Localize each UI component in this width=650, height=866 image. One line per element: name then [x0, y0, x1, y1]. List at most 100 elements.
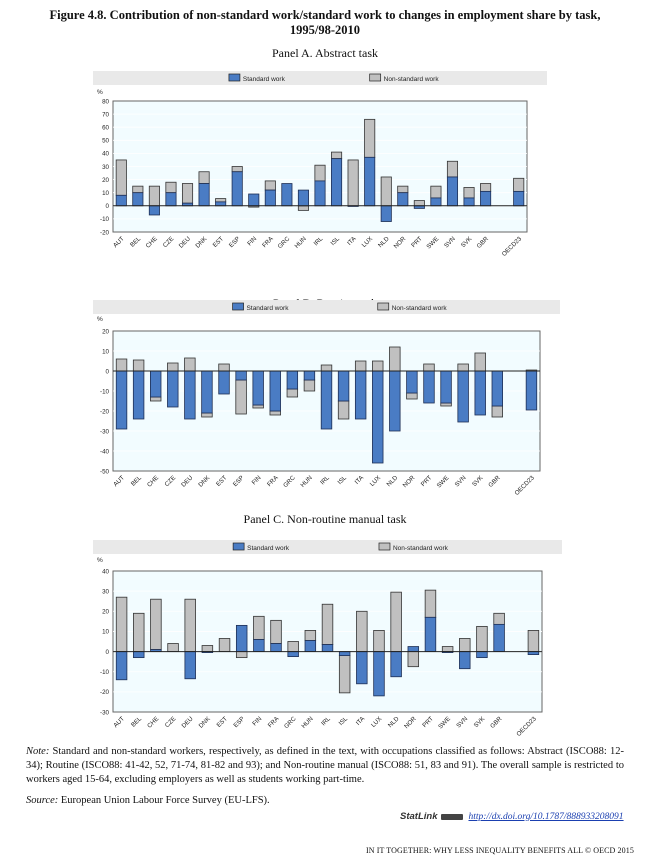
panel-c-x-tick-label: GRC — [283, 715, 298, 730]
panel-c-x-tick-label: BEL — [130, 715, 144, 729]
panel-a-legend-nonstandard-swatch — [369, 73, 382, 82]
panel-c-x-tick-label: HUN — [300, 715, 314, 729]
panel-c-x-tick-label: CZE — [164, 715, 178, 729]
panel-c-legend-nonstandard-label: Non-standard work — [393, 545, 449, 552]
panel-a-legend-standard-swatch — [228, 73, 241, 82]
panel-c-x-tick-label: DEU — [180, 715, 194, 729]
panel-c-legend-bg — [93, 540, 562, 554]
panel-c-bar-nonstandard-oecd23 — [527, 630, 540, 652]
panel-c-bar-nonstandard-ita — [356, 610, 368, 652]
panel-c-x-tick-label: OECD23 — [515, 715, 538, 738]
panel-a-y-axis-unit: % — [97, 89, 103, 96]
panel-c-x-tick-label: SVN — [455, 715, 469, 729]
panel-b-y-tick-label: -30 — [100, 428, 110, 435]
panel-a-y-tick-label: 20 — [102, 177, 109, 184]
panel-a-x-tick-label: FIN — [246, 235, 258, 247]
panel-c-bar-standard-esp — [235, 624, 248, 652]
panel-a-y-tick-label: 60 — [102, 125, 109, 132]
panel-b-y-tick-label: -10 — [100, 388, 110, 395]
panel-c-x-tick-label: NOR — [403, 715, 418, 730]
panel-a-legend-bg — [93, 71, 547, 85]
panel-c-bar-standard-irl — [321, 644, 334, 652]
panel-c-bar-standard-ita — [356, 651, 368, 685]
panel-a-legend-standard-label: Standard work — [243, 76, 286, 83]
panel-c-bar-nonstandard-hun — [304, 630, 317, 641]
panel-a-y-tick-label: -10 — [100, 216, 110, 223]
panel-c-bar-nonstandard-grc — [287, 641, 299, 652]
source-text: European Union Labour Force Survey (EU-L… — [58, 795, 270, 806]
panel-a-y-tick-label: 50 — [102, 138, 109, 145]
panel-c-bar-nonstandard-deu — [184, 598, 196, 652]
panel-c-x-tick-label: EST — [215, 715, 229, 729]
panel-c-bar-nonstandard-est — [218, 638, 231, 652]
panel-a-x-tick-label: ISL — [329, 235, 341, 247]
panel-a-y-tick-label: 10 — [102, 190, 109, 197]
panel-c-bar-standard-nor — [407, 646, 420, 652]
panel-c-chart: Standard work Non-standard work% 40 30 20 10 0… — [93, 540, 562, 738]
panel-c-bar-nonstandard-bel — [133, 612, 145, 652]
page-footer: IN IT TOGETHER: WHY LESS INEQUALITY BENE… — [366, 846, 634, 855]
panel-c-legend-standard-swatch — [232, 542, 245, 551]
panel-c-bar-standard-aut — [115, 651, 128, 681]
panel-c-bar-standard-deu — [184, 651, 196, 680]
panel-c-bar-nonstandard-svn — [459, 638, 471, 652]
panel-a-title: Panel A. Abstract task — [272, 46, 378, 60]
panel-b-y-tick-label: 10 — [102, 348, 109, 355]
statlink-logo-icon — [441, 813, 464, 820]
panel-b-legend-nonstandard-swatch — [377, 302, 390, 311]
panel-a-y-tick-label: 70 — [102, 111, 109, 118]
panel-c-bar-nonstandard-fin — [253, 615, 265, 640]
panel-c-bar-standard-fin — [253, 639, 265, 652]
panel-b-y-tick-label: -40 — [100, 448, 110, 455]
panel-c-x-tick-label: ESP — [232, 715, 246, 729]
panel-b-legend-standard-label: Standard work — [247, 305, 290, 312]
panel-c-y-tick-label: 30 — [102, 588, 109, 595]
panel-c-x-tick-label: FIN — [251, 715, 263, 727]
panel-c-bar-nonstandard-lux — [373, 630, 385, 652]
panel-a-chart: Standard work Non-standard work% 80 70 60 50 4… — [93, 71, 547, 258]
panel-b-y-tick-label: 0 — [106, 368, 110, 375]
panel-b-legend-nonstandard-label: Non-standard work — [392, 305, 448, 312]
panel-c-bar-standard-prt — [424, 616, 437, 652]
panel-c-legend-nonstandard-swatch — [378, 542, 391, 551]
figure-title-line1: Figure 4.8. Contribution of non-standard… — [49, 8, 601, 22]
panel-c-bar-standard-lux — [373, 651, 385, 697]
panel-c-bar-nonstandard-dnk — [201, 645, 214, 652]
statlink-brand: StatLink — [400, 811, 438, 822]
panel-c-x-tick-label: FRA — [267, 715, 281, 729]
source-label: Source: — [26, 795, 59, 806]
panel-c-y-tick-label: -30 — [100, 709, 110, 716]
panel-c-x-tick-label: NLD — [387, 715, 401, 729]
note-text: Standard and non-standard workers, respe… — [26, 746, 624, 785]
panel-c-bar-nonstandard-esp — [235, 651, 248, 659]
panel-b-legend-standard-swatch — [232, 302, 244, 311]
panel-c-bar-standard-fra — [270, 643, 282, 652]
panel-b-y-tick-label: 20 — [102, 328, 109, 335]
panel-c-bar-nonstandard-fra — [270, 619, 282, 644]
panel-c-x-tick-label: SVK — [473, 715, 487, 729]
panel-c-bar-standard-nld — [390, 651, 402, 678]
panel-c-bar-nonstandard-aut — [115, 596, 128, 652]
panel-b-y-tick-label: -20 — [100, 408, 110, 415]
statlink-url-link[interactable]: http://dx.doi.org/10.1787/888933208091 — [468, 812, 624, 822]
panel-c-x-tick-label: LUX — [370, 715, 383, 728]
panel-c-y-tick-label: 40 — [102, 568, 109, 575]
panel-c-x-tick-label: SWE — [437, 715, 452, 730]
panel-c-x-tick-label: PRT — [421, 715, 435, 729]
panel-a-y-tick-label: 0 — [106, 203, 110, 210]
figure-title: Figure 4.8. Contribution of non-standard… — [0, 8, 650, 38]
panel-c-bar-nonstandard-nld — [390, 591, 402, 652]
panel-c-bar-nonstandard-nor — [407, 651, 420, 668]
panel-c-y-axis-unit: % — [97, 557, 103, 564]
panel-c-bar-standard-bel — [133, 651, 145, 659]
panel-c-bar-standard-hun — [304, 640, 317, 652]
panel-a-legend-nonstandard-label: Non-standard work — [384, 76, 440, 83]
panel-c-x-tick-label: ITA — [355, 715, 367, 727]
panel-b-y-tick-label: -50 — [100, 468, 110, 475]
panel-c-y-tick-label: -20 — [100, 689, 110, 696]
note-label: Note: — [26, 746, 50, 757]
panel-c-x-tick-label: ISL — [338, 715, 350, 727]
panel-c-bar-nonstandard-che — [150, 598, 162, 650]
panel-c-x-tick-label: CHE — [146, 715, 160, 729]
panel-b-x-tick-label: ISL — [336, 474, 348, 486]
